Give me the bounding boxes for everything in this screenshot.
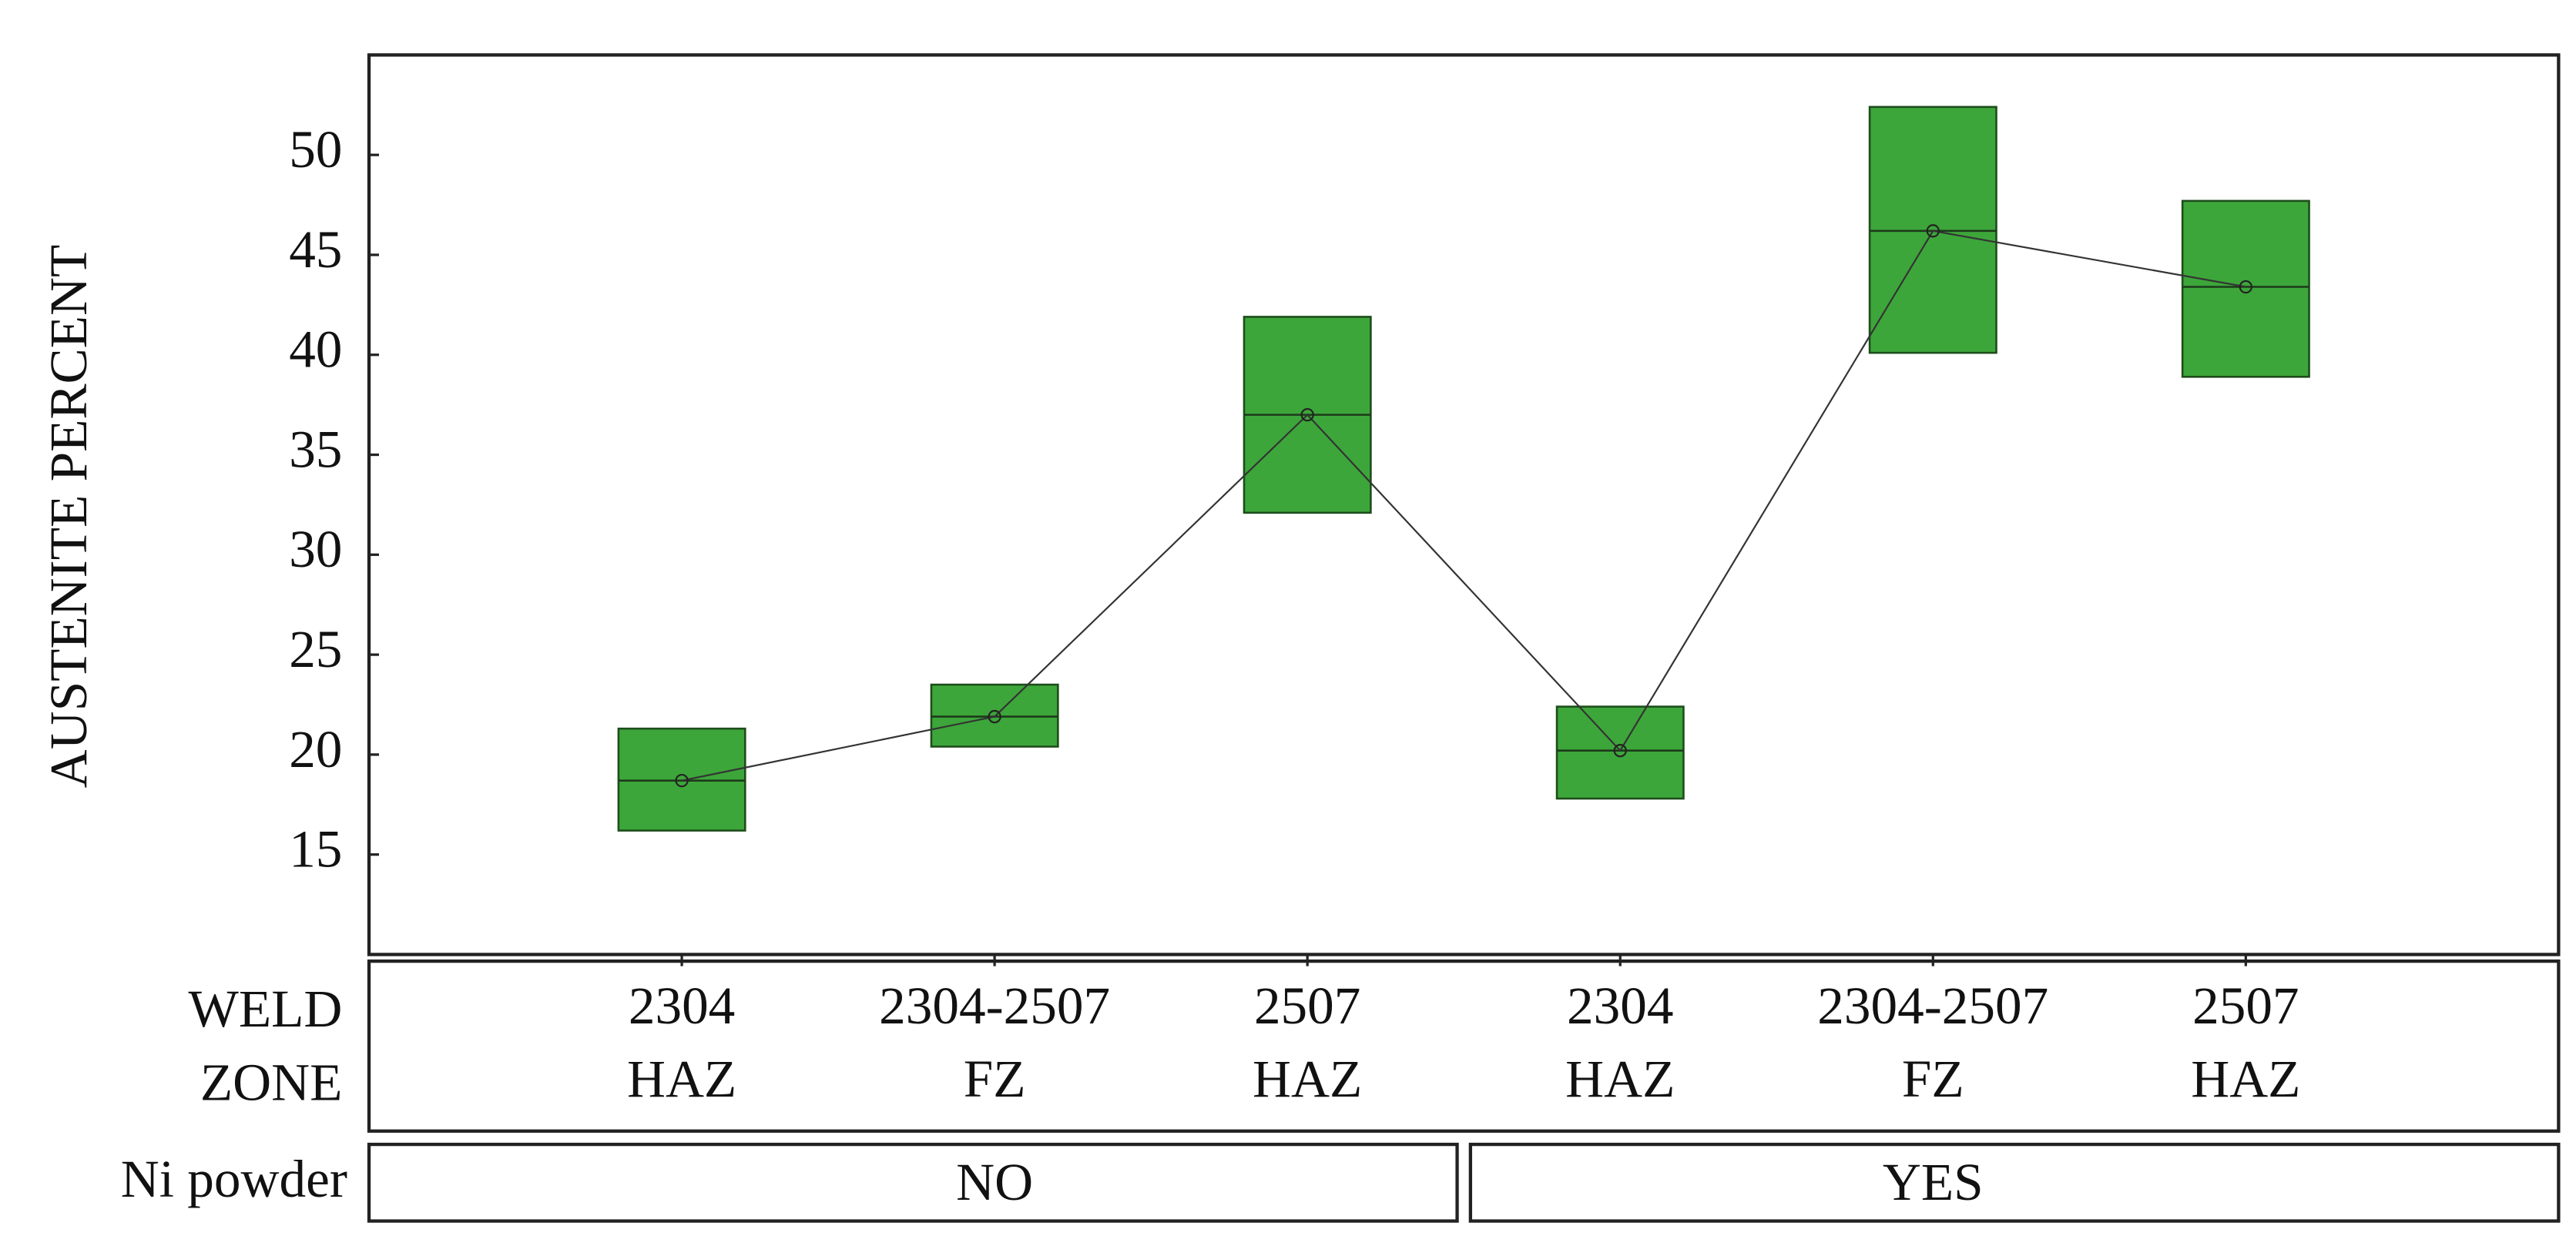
category-row-label: ZONE <box>200 1052 343 1111</box>
y-tick-label: 15 <box>289 819 342 879</box>
x-tick-label: HAZ <box>1565 1049 1675 1108</box>
group-row-label: Ni powder <box>121 1149 347 1208</box>
mean-point <box>1300 407 1314 422</box>
x-tick-label: FZ <box>1902 1049 1964 1108</box>
category-frame <box>367 959 2561 1133</box>
x-tick-label: HAZ <box>1253 1049 1362 1108</box>
mean-connector <box>681 229 2246 782</box>
x-tick-label: 2507 <box>1254 976 1360 1035</box>
mean-point <box>2239 280 2252 294</box>
x-tick-label: 2304 <box>629 976 735 1035</box>
x-tick-label: HAZ <box>627 1049 736 1108</box>
y-tick-label: 20 <box>289 719 342 779</box>
box <box>1555 705 1685 800</box>
y-axis-title: AUSTENITE PERCENT <box>39 245 98 789</box>
x-tick-label: 2304-2507 <box>1817 976 2048 1035</box>
box <box>617 727 746 832</box>
category-row-label: WELD <box>189 979 343 1038</box>
group-label: YES <box>1883 1152 1984 1211</box>
x-tick-label: FZ <box>964 1049 1026 1108</box>
x-tick-label: 2304 <box>1567 976 1673 1035</box>
y-tick-label: 25 <box>289 619 342 678</box>
x-tick-label: 2507 <box>2192 976 2299 1035</box>
y-tick-label: 50 <box>289 119 342 179</box>
box <box>2181 199 2310 378</box>
mean-point <box>1926 224 1940 238</box>
mean-point <box>1613 744 1627 758</box>
group-frame <box>367 1142 1459 1223</box>
x-tick-label: HAZ <box>2191 1049 2300 1108</box>
plot-frame <box>367 53 2561 956</box>
y-tick-label: 40 <box>289 320 342 379</box>
mean-point <box>675 773 689 788</box>
group-frame <box>1468 1142 2561 1223</box>
y-tick-label: 35 <box>289 419 342 478</box>
y-tick-label: 30 <box>289 519 342 578</box>
mean-point <box>988 709 1001 724</box>
x-tick-label: 2304-2507 <box>879 976 1110 1035</box>
group-label: NO <box>956 1152 1033 1211</box>
y-tick-label: 45 <box>289 219 342 279</box>
